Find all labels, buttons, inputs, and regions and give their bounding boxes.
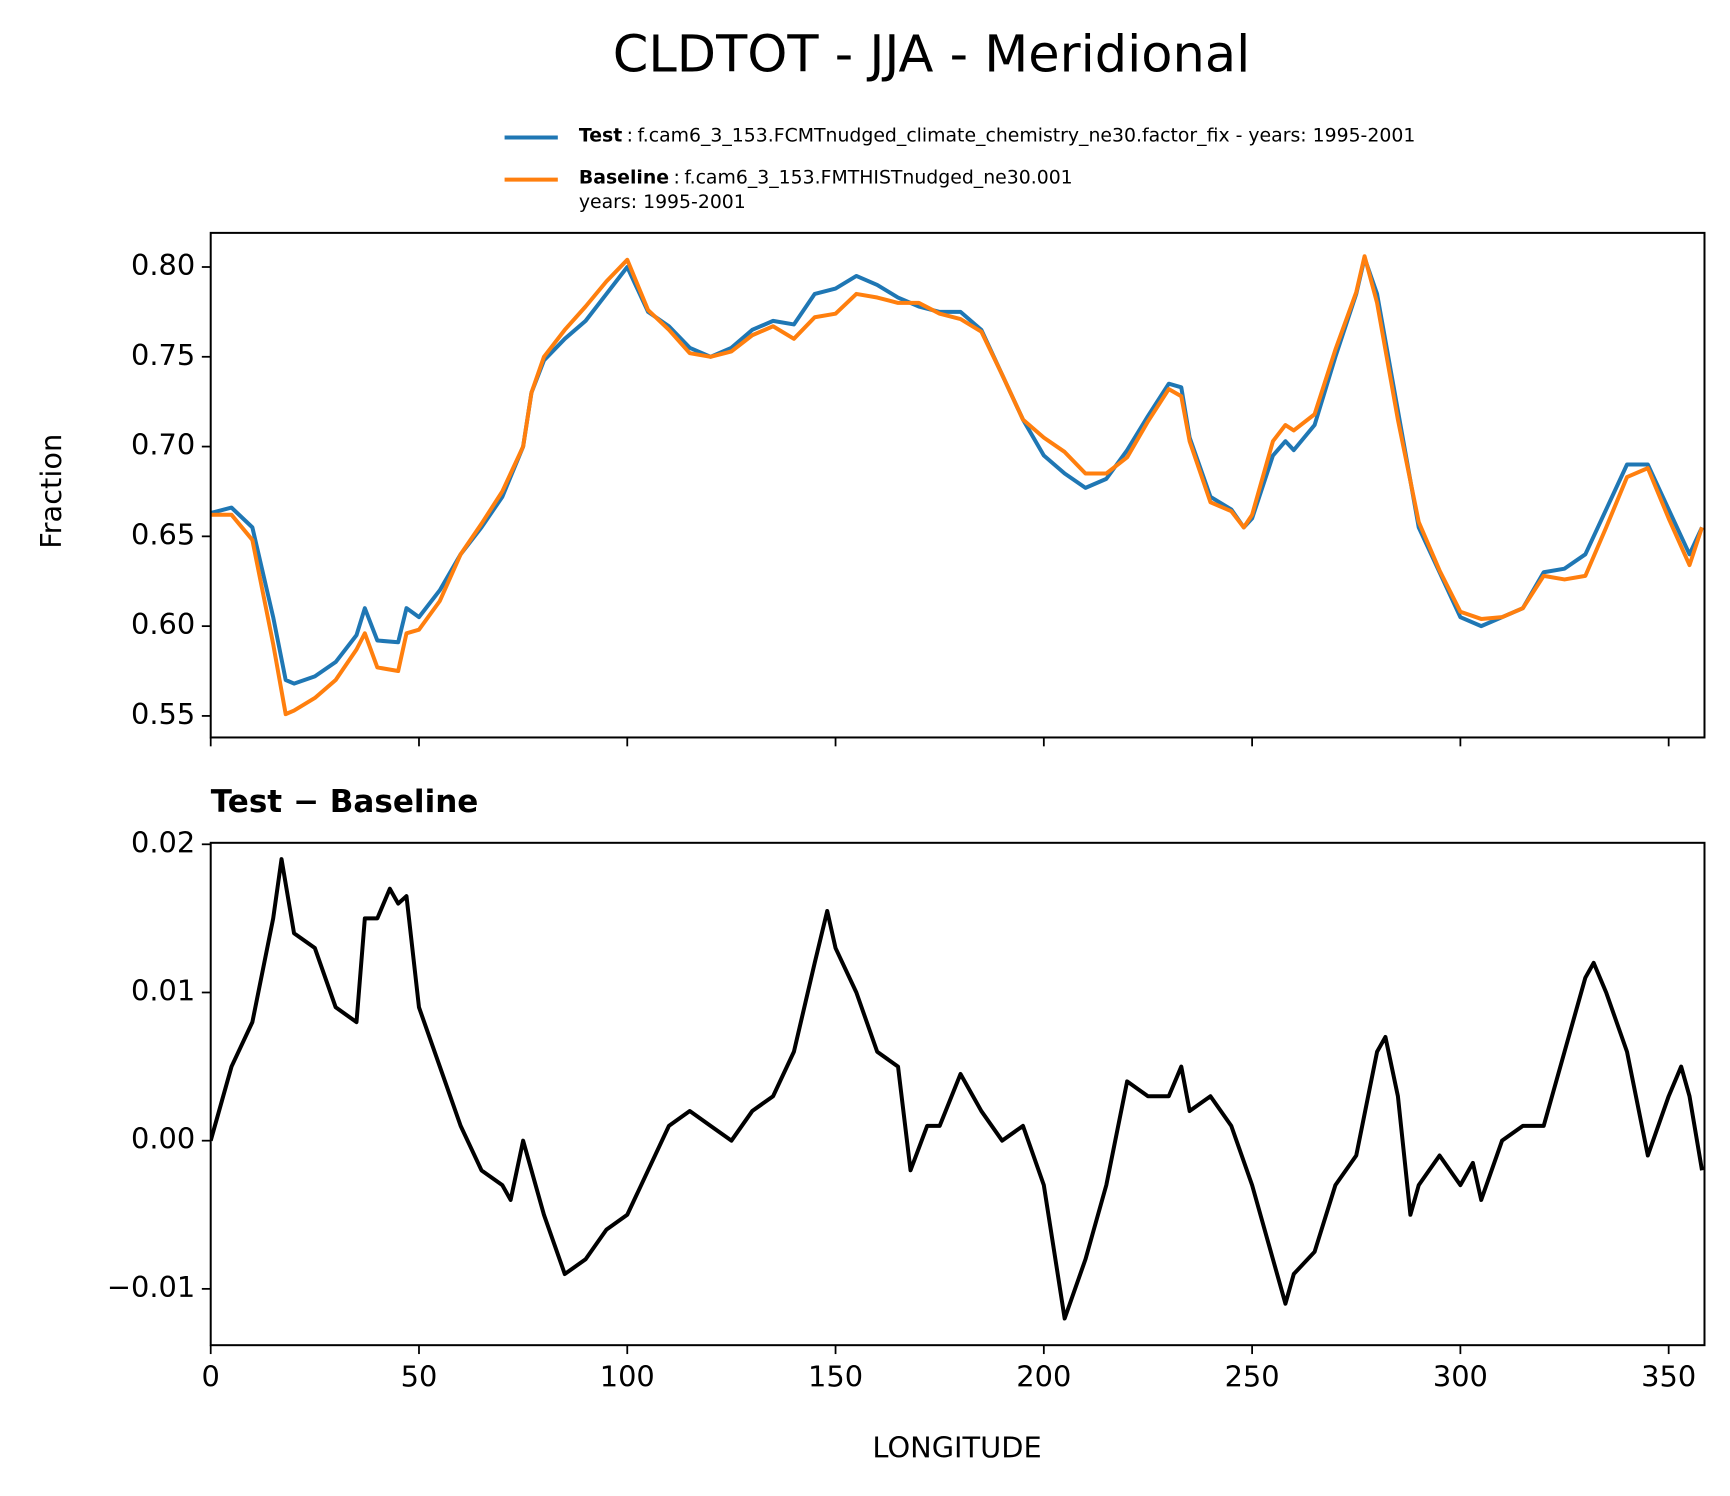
x-tick-label: 250: [1225, 1359, 1280, 1393]
subplot-title: Test − Baseline: [211, 784, 479, 820]
x-tick-label: 150: [808, 1359, 863, 1393]
y-tick-label: 0.65: [131, 517, 195, 551]
legend-sep: :: [674, 167, 680, 188]
x-tick-label: 200: [1016, 1359, 1071, 1393]
x-tick-label: 350: [1641, 1359, 1696, 1393]
x-tick-label: 0: [202, 1359, 220, 1393]
legend-sep: :: [627, 125, 633, 146]
y-tick-label: 0.70: [131, 428, 195, 462]
y-tick-label: −0.01: [107, 1270, 195, 1304]
y-tick-label: 0.55: [131, 697, 195, 731]
legend-detail: f.cam6_3_153.FCMTnudged_climate_chemistr…: [637, 125, 1415, 146]
y-tick-label: 0.75: [131, 338, 195, 372]
legend-name: Baseline: [579, 167, 669, 188]
y-axis-label: Fraction: [34, 434, 68, 549]
legend-name: Test: [579, 125, 622, 146]
axes-frame: [209, 231, 1706, 739]
y-tick-label: 0.80: [131, 248, 195, 282]
legend-detail: f.cam6_3_153.FMTHISTnudged_ne30.001: [684, 167, 1072, 188]
chart-title: CLDTOT - JJA - Meridional: [613, 26, 1250, 85]
axes-frame: [209, 841, 1706, 1347]
y-tick-label: 0.60: [131, 607, 195, 641]
x-tick-label: 300: [1433, 1359, 1488, 1393]
y-tick-label: 0.00: [131, 1122, 195, 1156]
x-tick-label: 50: [401, 1359, 438, 1393]
legend-entry: Test: f.cam6_3_153.FCMTnudged_climate_che…: [579, 125, 1415, 146]
data-line: [210, 254, 1704, 717]
legend-entry: Baseline: f.cam6_3_153.FMTHISTnudged_ne30…: [579, 167, 1073, 212]
y-tick-label: 0.02: [131, 825, 195, 859]
x-axis-label: LONGITUDE: [872, 1430, 1041, 1464]
legend-detail: years: 1995-2001: [579, 191, 746, 212]
y-tick-label: 0.01: [131, 973, 195, 1007]
data-line: [210, 857, 1704, 1321]
x-tick-label: 100: [600, 1359, 655, 1393]
